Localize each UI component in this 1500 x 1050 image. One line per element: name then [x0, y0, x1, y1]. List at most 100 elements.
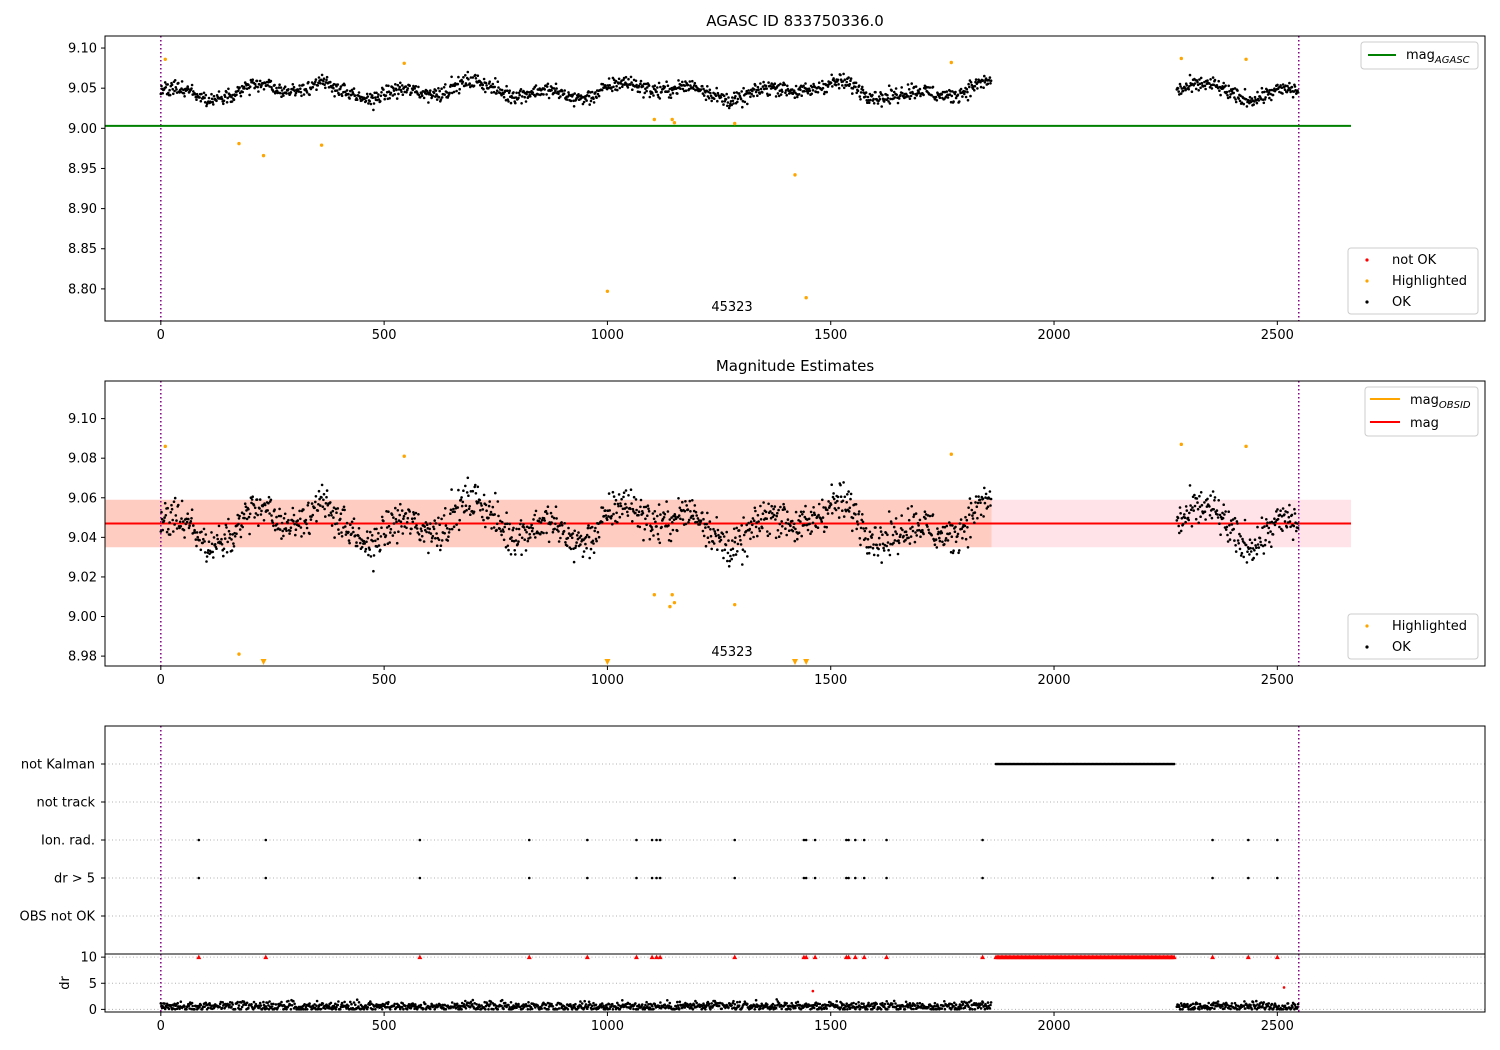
dr-point	[609, 1005, 613, 1008]
dr-point	[871, 1007, 874, 1011]
ok-point	[230, 100, 234, 103]
ok-point	[761, 85, 765, 88]
ok-point	[797, 531, 801, 534]
ok-point	[417, 85, 420, 89]
ok-point	[593, 529, 596, 533]
ok-point	[597, 94, 601, 98]
ok-point	[322, 77, 326, 80]
ok-point	[757, 520, 760, 523]
dr-point	[167, 1007, 171, 1011]
ok-point	[440, 539, 444, 542]
ok-point	[478, 498, 482, 502]
ok-point	[248, 532, 251, 536]
ok-point	[243, 502, 247, 506]
dr-point	[754, 998, 758, 1002]
ok-point	[466, 476, 470, 480]
dr-point	[960, 1000, 964, 1004]
ok-point	[861, 85, 864, 89]
dr-point	[393, 1002, 397, 1006]
ok-point	[340, 94, 344, 98]
ok-point	[1197, 89, 1200, 92]
dr-point	[886, 1008, 889, 1011]
dr-point	[952, 1004, 955, 1008]
ok-point	[1253, 95, 1257, 99]
ok-point	[1265, 524, 1269, 527]
ok-point	[751, 517, 755, 520]
ok-point	[504, 545, 508, 549]
ok-point	[232, 542, 235, 545]
dr-point	[566, 1008, 570, 1011]
flag-point	[1247, 838, 1250, 842]
ok-point	[307, 80, 310, 84]
ok-point	[691, 79, 694, 83]
dr-point	[464, 1007, 468, 1010]
ok-point	[775, 514, 778, 518]
ok-point	[239, 535, 243, 539]
agasc-plot-frame	[104, 35, 1486, 322]
ok-point	[502, 92, 505, 96]
ok-point	[900, 514, 903, 517]
ok-point	[193, 528, 196, 532]
ok-point	[395, 88, 398, 92]
ok-point	[500, 533, 503, 537]
ok-point	[442, 86, 446, 89]
ok-point	[435, 93, 438, 96]
ok-point	[654, 520, 657, 524]
ok-point	[175, 527, 179, 530]
ok-point	[1261, 526, 1264, 529]
ok-point	[904, 538, 907, 542]
ok-point	[282, 517, 286, 520]
dr-point	[1242, 1004, 1245, 1008]
ok-point	[222, 554, 225, 558]
ok-point	[612, 495, 616, 498]
ok-point	[1242, 102, 1245, 106]
ok-point	[389, 531, 392, 534]
flag-row-label: OBS not OK	[20, 910, 96, 925]
dr-point	[730, 1004, 733, 1007]
ok-point	[871, 546, 875, 550]
ok-point	[288, 532, 291, 535]
ok-point	[537, 519, 541, 523]
ok-point	[880, 105, 883, 108]
ok-point	[742, 516, 745, 519]
ok-point	[530, 529, 534, 533]
ok-point	[281, 529, 285, 533]
ok-point	[734, 536, 737, 539]
ok-point	[434, 522, 438, 525]
ok-point	[293, 522, 296, 526]
ok-point	[1296, 526, 1300, 530]
ok-point	[263, 503, 267, 507]
ok-point	[667, 524, 670, 527]
ok-point	[193, 93, 197, 96]
dr-point	[534, 1006, 537, 1009]
dr-point	[166, 1003, 169, 1007]
ok-point	[666, 510, 670, 513]
ok-point	[391, 534, 395, 537]
ok-point	[784, 89, 788, 92]
ok-point	[220, 537, 223, 541]
ok-point	[906, 507, 910, 510]
ok-point	[376, 537, 380, 541]
ok-point	[965, 518, 969, 522]
ok-point	[559, 536, 562, 540]
ok-point	[761, 526, 764, 530]
dr-point	[943, 1000, 946, 1003]
ok-point	[324, 502, 328, 505]
ok-point	[969, 501, 973, 505]
ok-point	[665, 500, 668, 503]
ok-point	[367, 553, 370, 557]
ok-point	[938, 536, 941, 540]
dr-point	[600, 1002, 604, 1005]
ok-point	[379, 100, 382, 103]
ok-point	[799, 510, 803, 514]
dr-point	[584, 1003, 588, 1006]
ok-point	[414, 526, 417, 529]
ok-point	[531, 527, 535, 530]
ok-point	[1206, 79, 1209, 82]
ok-point	[171, 518, 174, 522]
ok-point	[779, 82, 782, 86]
ok-point	[892, 90, 896, 94]
ok-point	[1266, 521, 1269, 524]
ok-point	[563, 89, 566, 92]
